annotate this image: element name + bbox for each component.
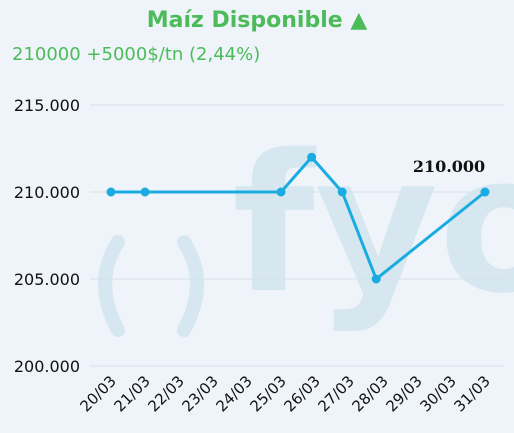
fyo-watermark-text: fyo: [232, 114, 514, 335]
x-tick-label: 24/03: [213, 372, 256, 415]
price-change-subtitle: 210000 +5000$/tn (2,44%): [12, 44, 261, 65]
y-axis-ticks: 200.000 205.000 210.000 215.000: [14, 96, 80, 376]
y-tick-label: 200.000: [14, 357, 80, 376]
data-point: [276, 187, 286, 197]
data-point: [307, 152, 317, 162]
y-tick-label: 205.000: [14, 270, 80, 289]
x-tick-label: 20/03: [77, 372, 120, 415]
x-tick-label: 27/03: [315, 372, 358, 415]
x-axis-ticks: 20/0321/0322/0323/0324/0325/0326/0327/03…: [77, 372, 494, 415]
data-point: [106, 187, 116, 197]
x-tick-label: 31/03: [451, 372, 494, 415]
data-point: [371, 274, 381, 284]
y-tick-label: 215.000: [14, 96, 80, 115]
fyo-watermark: fyo: [98, 114, 514, 337]
data-points: [106, 152, 490, 284]
x-tick-label: 25/03: [247, 372, 290, 415]
y-tick-label: 210.000: [14, 183, 80, 202]
watermark-left-arc: [98, 235, 125, 337]
x-tick-label: 28/03: [349, 372, 392, 415]
watermark-right-arc: [177, 235, 204, 337]
chart-title: Maíz Disponible ▲: [146, 8, 368, 33]
last-value-label: 210.000: [413, 157, 485, 176]
x-tick-label: 30/03: [417, 372, 460, 415]
x-tick-label: 21/03: [111, 372, 154, 415]
x-tick-label: 26/03: [281, 372, 324, 415]
data-point: [140, 187, 150, 197]
x-tick-label: 23/03: [179, 372, 222, 415]
data-point: [337, 187, 347, 197]
x-tick-label: 22/03: [145, 372, 188, 415]
x-tick-label: 29/03: [383, 372, 426, 415]
data-point: [480, 187, 490, 197]
